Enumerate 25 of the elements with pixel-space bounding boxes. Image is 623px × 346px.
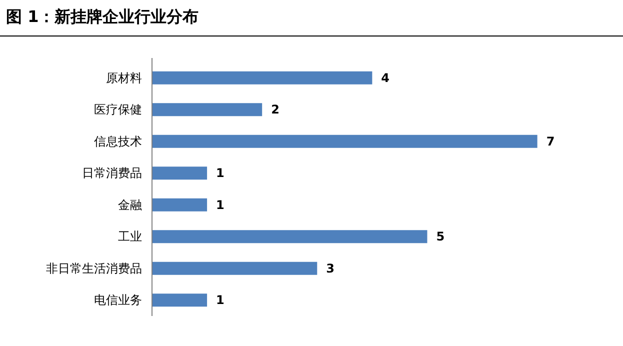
data-label: 1 (216, 166, 224, 180)
y-tick-label: 金融 (118, 198, 142, 212)
bar (152, 262, 318, 275)
data-label: 4 (381, 70, 390, 85)
data-label: 5 (436, 230, 445, 244)
y-tick-label: 电信业务 (94, 293, 142, 308)
data-label: 7 (546, 134, 555, 148)
y-tick-label: 工业 (118, 230, 142, 244)
y-tick-label: 日常消费品 (82, 166, 142, 180)
bar (152, 166, 208, 180)
bar (152, 71, 372, 84)
bar (152, 134, 538, 148)
y-tick-label: 信息技术 (94, 134, 142, 148)
bar (152, 198, 208, 212)
y-tick-label: 非日常生活消费品 (46, 261, 142, 276)
bar (152, 103, 262, 116)
data-label: 1 (216, 293, 224, 308)
data-label: 1 (216, 198, 224, 212)
data-label: 3 (326, 261, 334, 276)
y-tick-label: 医疗保健 (94, 102, 142, 117)
bar (152, 230, 428, 244)
data-label: 2 (271, 102, 280, 117)
chart-title: 图 1：新挂牌企业行业分布 (6, 7, 199, 26)
bar (152, 294, 208, 307)
y-tick-label: 原材料 (106, 70, 142, 85)
